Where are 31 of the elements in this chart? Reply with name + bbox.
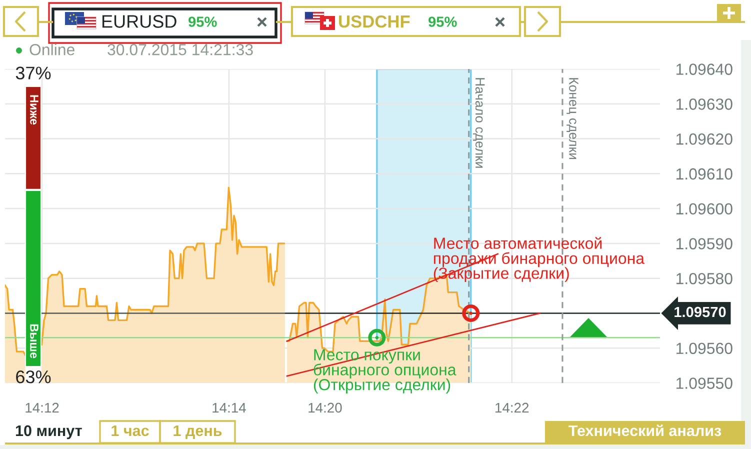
annotation: Место покупки бинарного опциона (Открытие сделки) — [314, 349, 456, 394]
text: EURUSD — [102, 15, 176, 28]
y-tick-label: 1.09550 — [676, 378, 732, 389]
y-tick-label: 1.09590 — [676, 238, 732, 250]
series-label: Выше — [30, 324, 38, 358]
x-tick-label: 14:14 — [212, 402, 246, 413]
data-label: 63% — [16, 370, 51, 384]
y-tick-label: 1.09620 — [676, 133, 732, 145]
text: 95% — [428, 16, 457, 27]
x-tick-label: 14:22 — [496, 402, 529, 413]
text: 1 день — [174, 425, 222, 439]
text: 1 час — [112, 425, 149, 436]
data-label: 37% — [16, 66, 51, 80]
ref-line-label: 1.09570 — [674, 306, 726, 318]
x-tick-label: 14:12 — [26, 402, 59, 413]
text: 30.07.2015 14:21:33 — [108, 44, 253, 56]
y-tick-label: 1.09580 — [676, 272, 732, 284]
y-tick-label: 1.09640 — [676, 64, 732, 75]
y-tick-label: 1.09610 — [676, 168, 732, 180]
ref-line-label: Конец сделки — [566, 78, 578, 159]
text: 95% — [188, 16, 217, 27]
ref-line-label: Начало сделки — [472, 78, 485, 168]
text: Технический анализ — [568, 424, 722, 436]
series-label: Ниже — [30, 95, 38, 125]
y-tick-label: 1.09560 — [676, 342, 732, 354]
text: USDCHF — [339, 15, 410, 28]
text: 10 минут — [16, 425, 82, 440]
text: Online — [30, 44, 74, 56]
y-tick-label: 1.09600 — [676, 203, 732, 214]
x-tick-label: 14:20 — [308, 402, 342, 413]
y-tick-label: 1.09630 — [676, 98, 732, 110]
